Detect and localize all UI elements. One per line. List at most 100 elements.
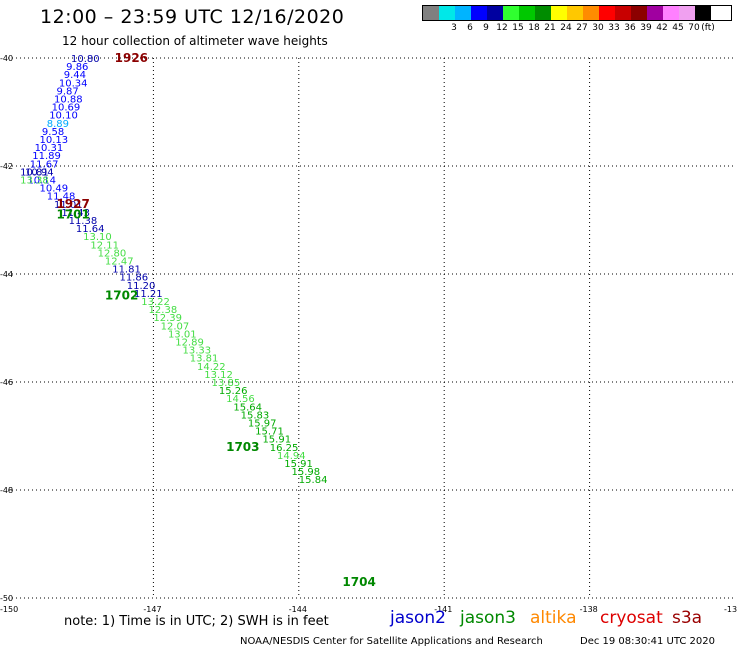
wave-height-value: 11.43 <box>61 208 90 219</box>
legend-value-label: 39 <box>640 23 652 33</box>
legend-swatch <box>439 6 455 20</box>
wave-height-value: 15.83 <box>241 410 270 421</box>
legend-swatch <box>663 6 679 20</box>
wave-height-value: 13.81 <box>190 354 219 365</box>
legend-swatch <box>631 6 647 20</box>
wave-height-value: 13.10 <box>83 232 112 243</box>
wave-height-value: 12.11 <box>90 240 119 251</box>
legend-swatch <box>423 6 439 20</box>
legend-value-label: 70 <box>688 23 700 33</box>
lon-tick-label: -147 <box>143 605 161 614</box>
wave-height-value: 11.01 <box>54 200 83 211</box>
wave-height-value: 10.10 <box>49 111 78 122</box>
wave-height-value: 13.22 <box>141 297 170 308</box>
wave-height-value: 16.25 <box>270 443 299 454</box>
satellite-label-jason2: jason2 <box>390 608 446 628</box>
wave-height-value: 14.22 <box>197 362 226 373</box>
satellite-label-s3a: s3a <box>672 608 703 628</box>
wave-height-value: 12.07 <box>161 321 190 332</box>
wave-height-value: 11.21 <box>134 289 163 300</box>
wave-height-value: 9.58 <box>42 127 64 138</box>
lat-tick-label: -44 <box>0 270 13 279</box>
color-legend: 3 6 9 12 15 18 21 24 27 30 33 36 39 42 45 70 (ft) <box>422 5 732 35</box>
legend-value-label: 36 <box>624 23 636 33</box>
lon-tick-label: -144 <box>289 605 307 614</box>
legend-swatch <box>679 6 695 20</box>
wave-height-value: 13.01 <box>168 329 197 340</box>
legend-swatch <box>487 6 503 20</box>
legend-value-label: 3 <box>451 23 457 33</box>
legend-swatch <box>519 6 535 20</box>
wave-height-value: 10.49 <box>40 184 69 195</box>
legend-value-label: 24 <box>560 23 572 33</box>
wave-height-value: 13.38 <box>20 176 49 187</box>
legend-swatch <box>647 6 663 20</box>
legend-value-label: 30 <box>592 23 604 33</box>
lat-tick-label: -48 <box>0 486 13 495</box>
wave-height-value: 14.94 <box>277 451 306 462</box>
wave-height-value: 15.91 <box>284 459 313 470</box>
legend-swatch <box>535 6 551 20</box>
legend-value-label: 33 <box>608 23 620 33</box>
legend-swatch <box>455 6 471 20</box>
wave-height-value: 11.64 <box>76 224 105 235</box>
map-subtitle: 12 hour collection of altimeter wave hei… <box>62 34 328 48</box>
wave-height-value: 13.85 <box>212 378 241 389</box>
wave-height-value: 15.98 <box>292 467 321 478</box>
legend-value-label: 9 <box>483 23 489 33</box>
wave-height-value: 10.34 <box>59 78 88 89</box>
legend-value-label: 12 <box>496 23 508 33</box>
wave-height-value: 9.44 <box>64 70 86 81</box>
legend-swatch <box>503 6 519 20</box>
wave-height-value: 10.31 <box>35 143 64 154</box>
wave-height-value: 10.14 <box>27 176 56 187</box>
lat-tick-label: -42 <box>0 162 13 171</box>
wave-height-value: 8.89 <box>47 119 69 130</box>
time-label: 1701 <box>56 208 89 222</box>
wave-height-value: 12.47 <box>105 257 134 268</box>
wave-height-value: 12.39 <box>153 313 182 324</box>
legend-swatch <box>551 6 567 20</box>
legend-unit-label: (ft) <box>701 23 715 33</box>
wave-height-value: 12.38 <box>149 305 178 316</box>
legend-value-label: 27 <box>576 23 588 33</box>
wave-height-value: 10.88 <box>54 95 83 106</box>
time-label: 1926 <box>115 51 148 65</box>
wave-height-value: 11.67 <box>30 159 59 170</box>
satellite-label-jason3: jason3 <box>460 608 516 628</box>
wave-height-value: 10.13 <box>40 135 69 146</box>
satellite-label-cryosat: cryosat <box>600 608 663 628</box>
lon-tick-label: -141 <box>434 605 452 614</box>
wave-height-value: 10.81 <box>20 167 49 178</box>
wave-height-value: 15.91 <box>262 435 291 446</box>
wave-height-value: 13.33 <box>182 346 211 357</box>
wave-height-value: 13.12 <box>204 370 233 381</box>
wave-height-value: 11.86 <box>119 273 148 284</box>
wave-height-value: 15.97 <box>248 419 277 430</box>
legend-swatch <box>471 6 487 20</box>
map-title: 12:00 – 23:59 UTC 12/16/2020 <box>40 6 345 28</box>
legend-swatch <box>695 6 711 20</box>
wave-height-value: 12.80 <box>98 248 127 259</box>
lat-tick-label: -46 <box>0 378 13 387</box>
note-text: note: 1) Time is in UTC; 2) SWH is in fe… <box>64 614 329 629</box>
footer-credit: NOAA/NESDIS Center for Satellite Applica… <box>240 636 543 647</box>
lon-tick-label: -138 <box>580 605 598 614</box>
time-label: 1927 <box>56 197 89 211</box>
footer-date: Dec 19 08:30:41 UTC 2020 <box>580 636 715 647</box>
legend-value-label: 18 <box>528 23 540 33</box>
wave-height-value: 10.69 <box>52 103 81 114</box>
legend-swatch <box>615 6 631 20</box>
wave-height-value: 12.89 <box>175 338 204 349</box>
lat-tick-label: -50 <box>0 594 13 603</box>
wave-height-value: 11.20 <box>127 281 156 292</box>
lat-tick-label: -40 <box>0 54 13 63</box>
lon-tick-label: -150 <box>0 605 18 614</box>
legend-swatches <box>422 5 732 21</box>
wave-height-value: 9.86 <box>66 62 88 73</box>
wave-height-value: 10.94 <box>25 167 54 178</box>
wave-height-value: 11.81 <box>112 265 141 276</box>
time-label: 1704 <box>342 575 375 589</box>
satellite-label-altika: altika <box>530 608 577 628</box>
